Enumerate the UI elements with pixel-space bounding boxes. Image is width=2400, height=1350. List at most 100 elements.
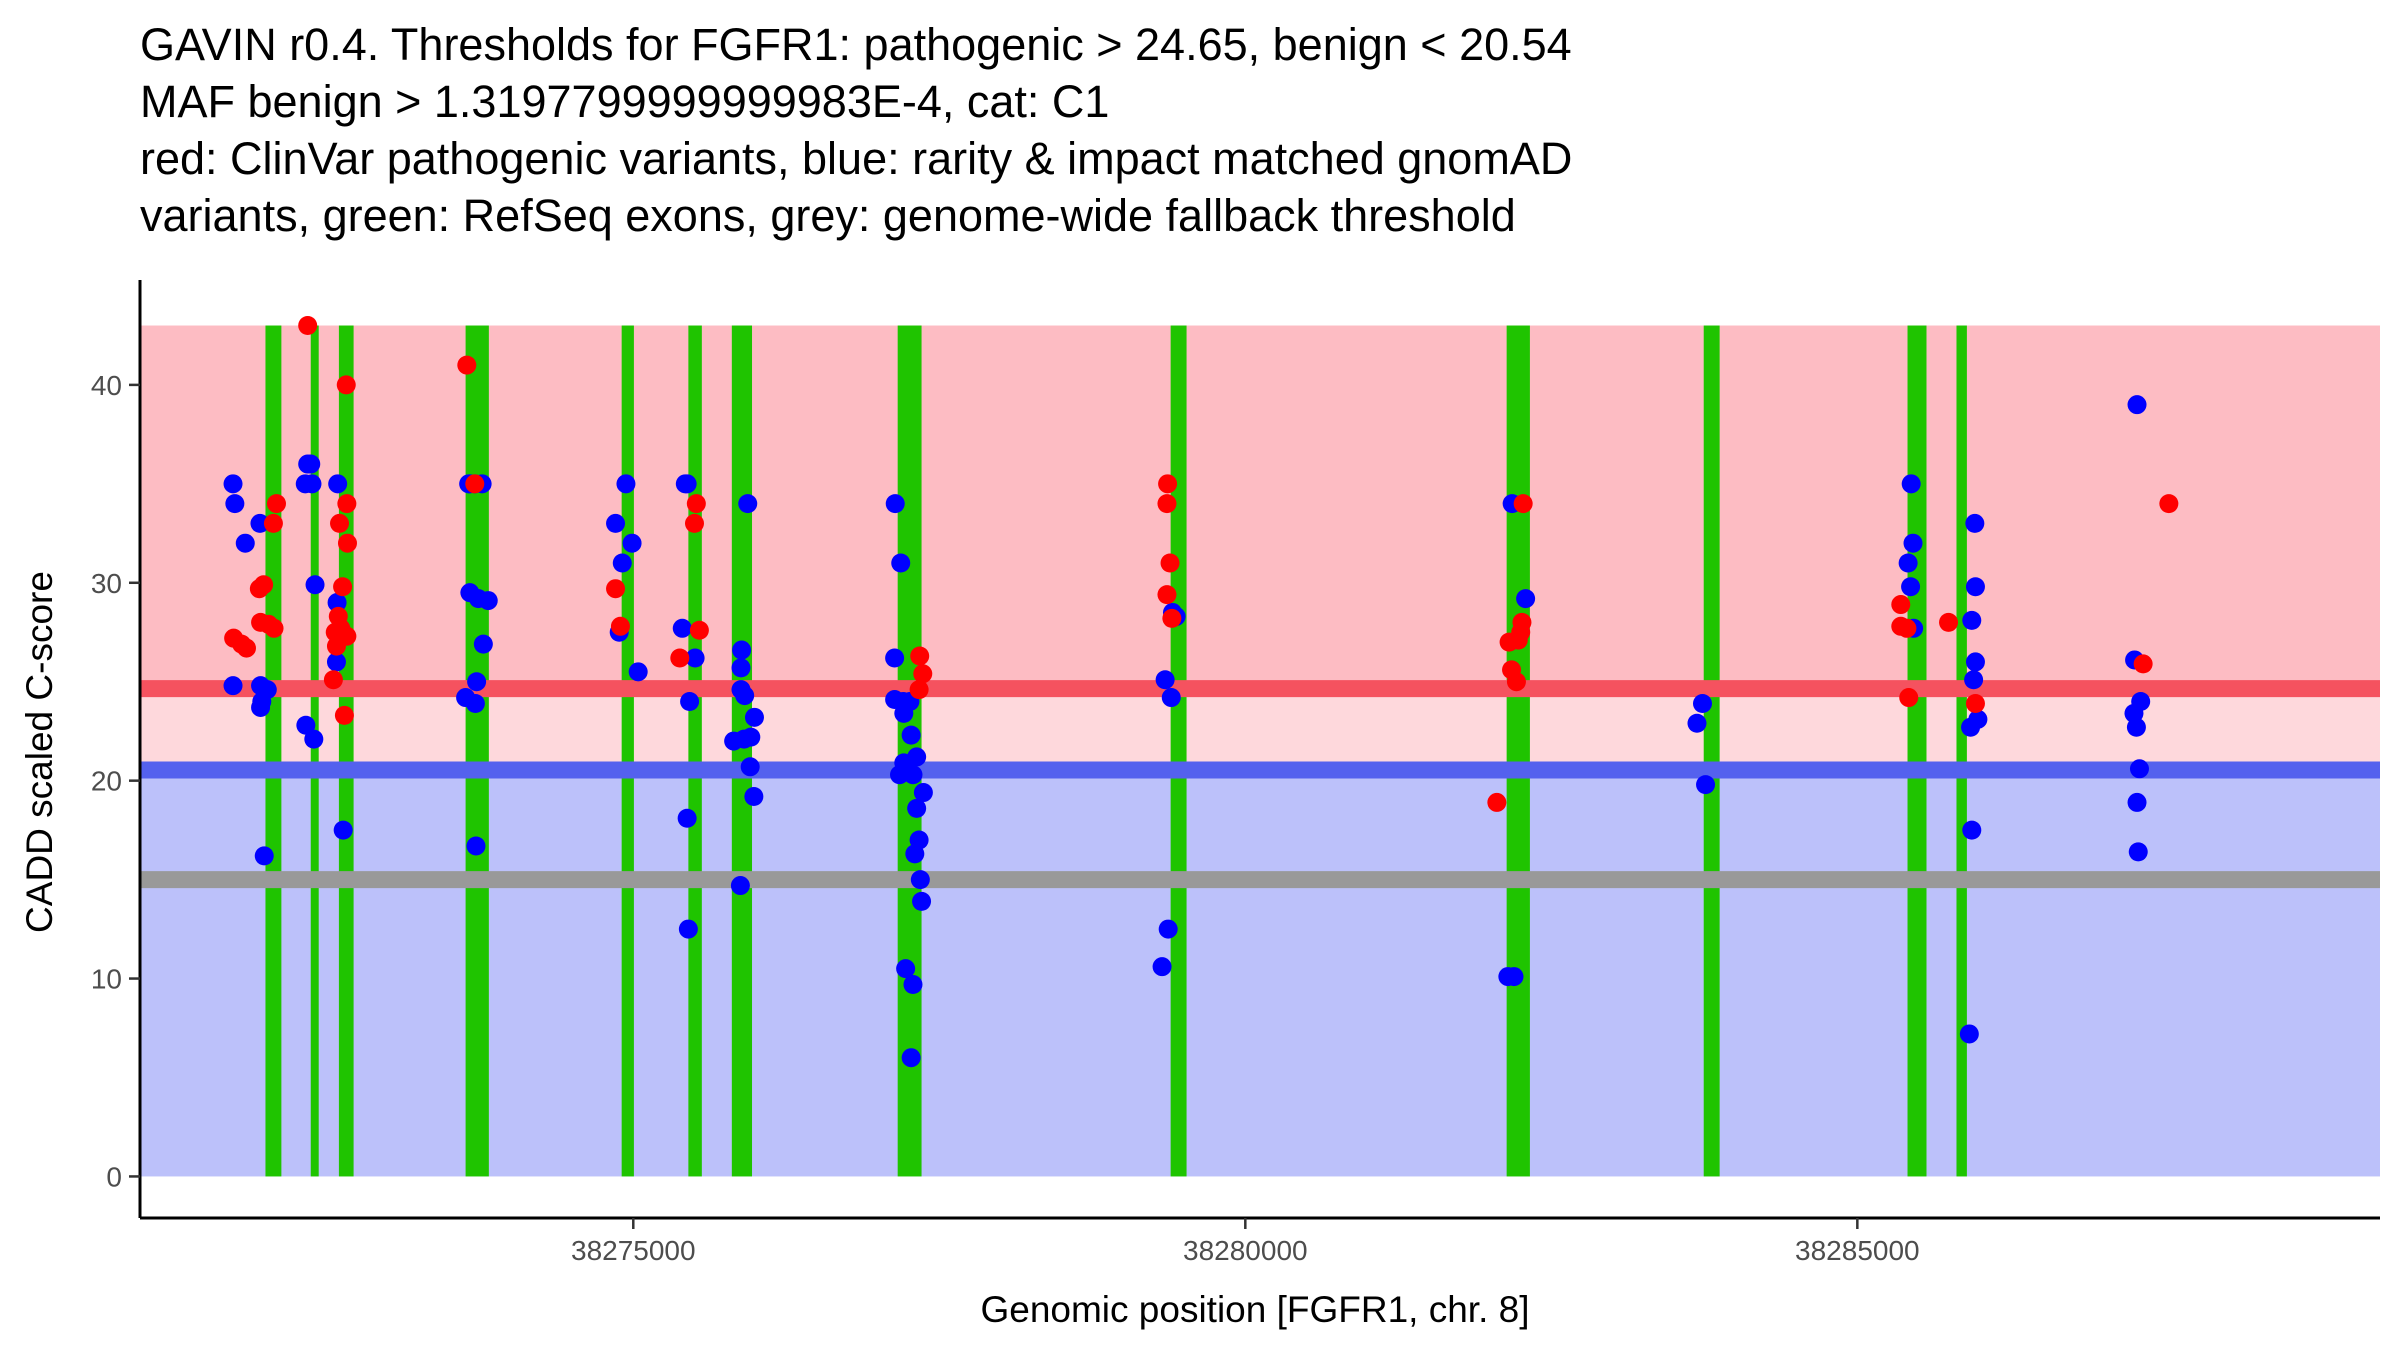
clinvar-pathogenic-point (323, 670, 343, 690)
exon-bar (731, 325, 753, 1177)
gnomad-benign-point (913, 783, 933, 803)
clinvar-pathogenic-point (1939, 612, 1959, 632)
clinvar-pathogenic-point (236, 638, 256, 658)
gnomad-benign-point (907, 798, 927, 818)
gnomad-benign-point (622, 533, 642, 553)
exon-bar (338, 325, 354, 1177)
gnomad-benign-point (905, 844, 925, 864)
gnomad-benign-point (1962, 610, 1982, 630)
gnomad-benign-point (333, 820, 353, 840)
gnomad-benign-point (894, 703, 914, 723)
title-line-3: red: ClinVar pathogenic variants, blue: … (140, 133, 1572, 184)
y-axis-ticks: 0 10 20 30 40 (91, 370, 140, 1192)
exon-bar (1956, 325, 1967, 1177)
gnomad-benign-point (2127, 792, 2147, 812)
gnomad-benign-point (901, 1048, 921, 1068)
gnomad-benign-point (903, 974, 923, 994)
gnomad-benign-point (890, 765, 910, 785)
exon-bar (621, 325, 634, 1177)
gnomad-benign-point (744, 707, 764, 727)
clinvar-pathogenic-point (689, 620, 709, 640)
gnomad-benign-point (912, 891, 932, 911)
clinvar-pathogenic-point (684, 513, 704, 533)
gnomad-benign-point (903, 765, 923, 785)
gnomad-benign-point (741, 727, 761, 747)
clinvar-pathogenic-point (1513, 494, 1533, 514)
gnomad-benign-point (2129, 759, 2149, 779)
gnomad-benign-point (1516, 589, 1536, 609)
y-tick-label: 0 (106, 1161, 122, 1192)
gnomad-benign-point (628, 662, 648, 682)
y-tick-label: 30 (91, 568, 122, 599)
gnomad-benign-point (467, 672, 487, 692)
gnomad-benign-point (1161, 688, 1181, 708)
exon-bar (1506, 325, 1530, 1177)
clinvar-pathogenic-point (266, 494, 286, 514)
gnomad-benign-point (326, 652, 346, 672)
clinvar-pathogenic-point (686, 494, 706, 514)
clinvar-pathogenic-point (1158, 474, 1178, 494)
gnomad-benign-point (1687, 713, 1707, 733)
gnomad-benign-point (465, 693, 485, 713)
title-line-2: MAF benign > 1.3197799999999983E-4, cat:… (140, 76, 1109, 127)
gnomad-benign-point (677, 474, 697, 494)
gnomad-benign-point (301, 454, 321, 474)
gnomad-benign-point (225, 494, 245, 514)
x-tick-label: 38275000 (571, 1235, 696, 1266)
title-line-1: GAVIN r0.4. Thresholds for FGFR1: pathog… (140, 19, 1572, 70)
gnomad-benign-point (685, 648, 705, 668)
clinvar-pathogenic-point (457, 355, 477, 375)
clinvar-pathogenic-point (264, 618, 284, 638)
gnomad-benign-point (677, 808, 697, 828)
benign-band (140, 769, 2380, 1177)
gnomad-benign-point (740, 757, 760, 777)
gnomad-benign-point (1959, 1024, 1979, 1044)
clinvar-pathogenic-point (1965, 693, 1985, 713)
threshold-lines (140, 680, 2380, 889)
clinvar-pathogenic-point (913, 664, 933, 684)
gnomad-benign-point (1898, 553, 1918, 573)
clinvar-pathogenic-point (670, 648, 690, 668)
exon-bar (1907, 325, 1927, 1177)
gnomad-benign-point (612, 553, 632, 573)
gnomad-benign-point (223, 474, 243, 494)
gnomad-benign-point (1965, 577, 1985, 597)
gnomad-benign-point (885, 494, 905, 514)
gnomad-benign-point (328, 474, 348, 494)
clinvar-pathogenic-point (1512, 612, 1532, 632)
gnomad-benign-point (1962, 820, 1982, 840)
gnomad-benign-point (1903, 533, 1923, 553)
gnomad-benign-point (257, 680, 277, 700)
threshold-bands (140, 325, 2380, 1177)
gnomad-benign-point (1152, 957, 1172, 977)
gnomad-benign-point (1155, 670, 1175, 690)
gnomad-benign-point (1964, 670, 1984, 690)
clinvar-pathogenic-point (1487, 792, 1507, 812)
gnomad-benign-point (735, 686, 755, 706)
gnomad-benign-point (254, 846, 274, 866)
x-tick-label: 38285000 (1795, 1235, 1920, 1266)
x-axis-label: Genomic position [FGFR1, chr. 8] (980, 1289, 1529, 1330)
y-tick-label: 10 (91, 964, 122, 995)
exon-bars (265, 325, 1967, 1177)
clinvar-pathogenic-point (254, 575, 274, 595)
gnomad-benign-point (305, 575, 325, 595)
pathogenic-band (140, 325, 2380, 689)
clinvar-pathogenic-point (1160, 553, 1180, 573)
gnomad-benign-point (1901, 577, 1921, 597)
clinvar-pathogenic-point (465, 474, 485, 494)
gnomad-benign-point (473, 634, 493, 654)
clinvar-pathogenic-point (298, 316, 318, 336)
gnomad-benign-point (2127, 395, 2147, 415)
gnomad-benign-point (1158, 919, 1178, 939)
gnomad-benign-point (1965, 652, 1985, 672)
clinvar-pathogenic-point (263, 513, 283, 533)
title-line-4: variants, green: RefSeq exons, grey: gen… (140, 190, 1516, 241)
exon-bar (310, 325, 319, 1177)
gnomad-benign-point (296, 715, 316, 735)
gnomad-benign-point (901, 725, 921, 745)
clinvar-pathogenic-point (1508, 630, 1528, 650)
gnomad-benign-point (1901, 474, 1921, 494)
gnomad-benign-point (1965, 513, 1985, 533)
gnomad-benign-point (251, 697, 271, 717)
